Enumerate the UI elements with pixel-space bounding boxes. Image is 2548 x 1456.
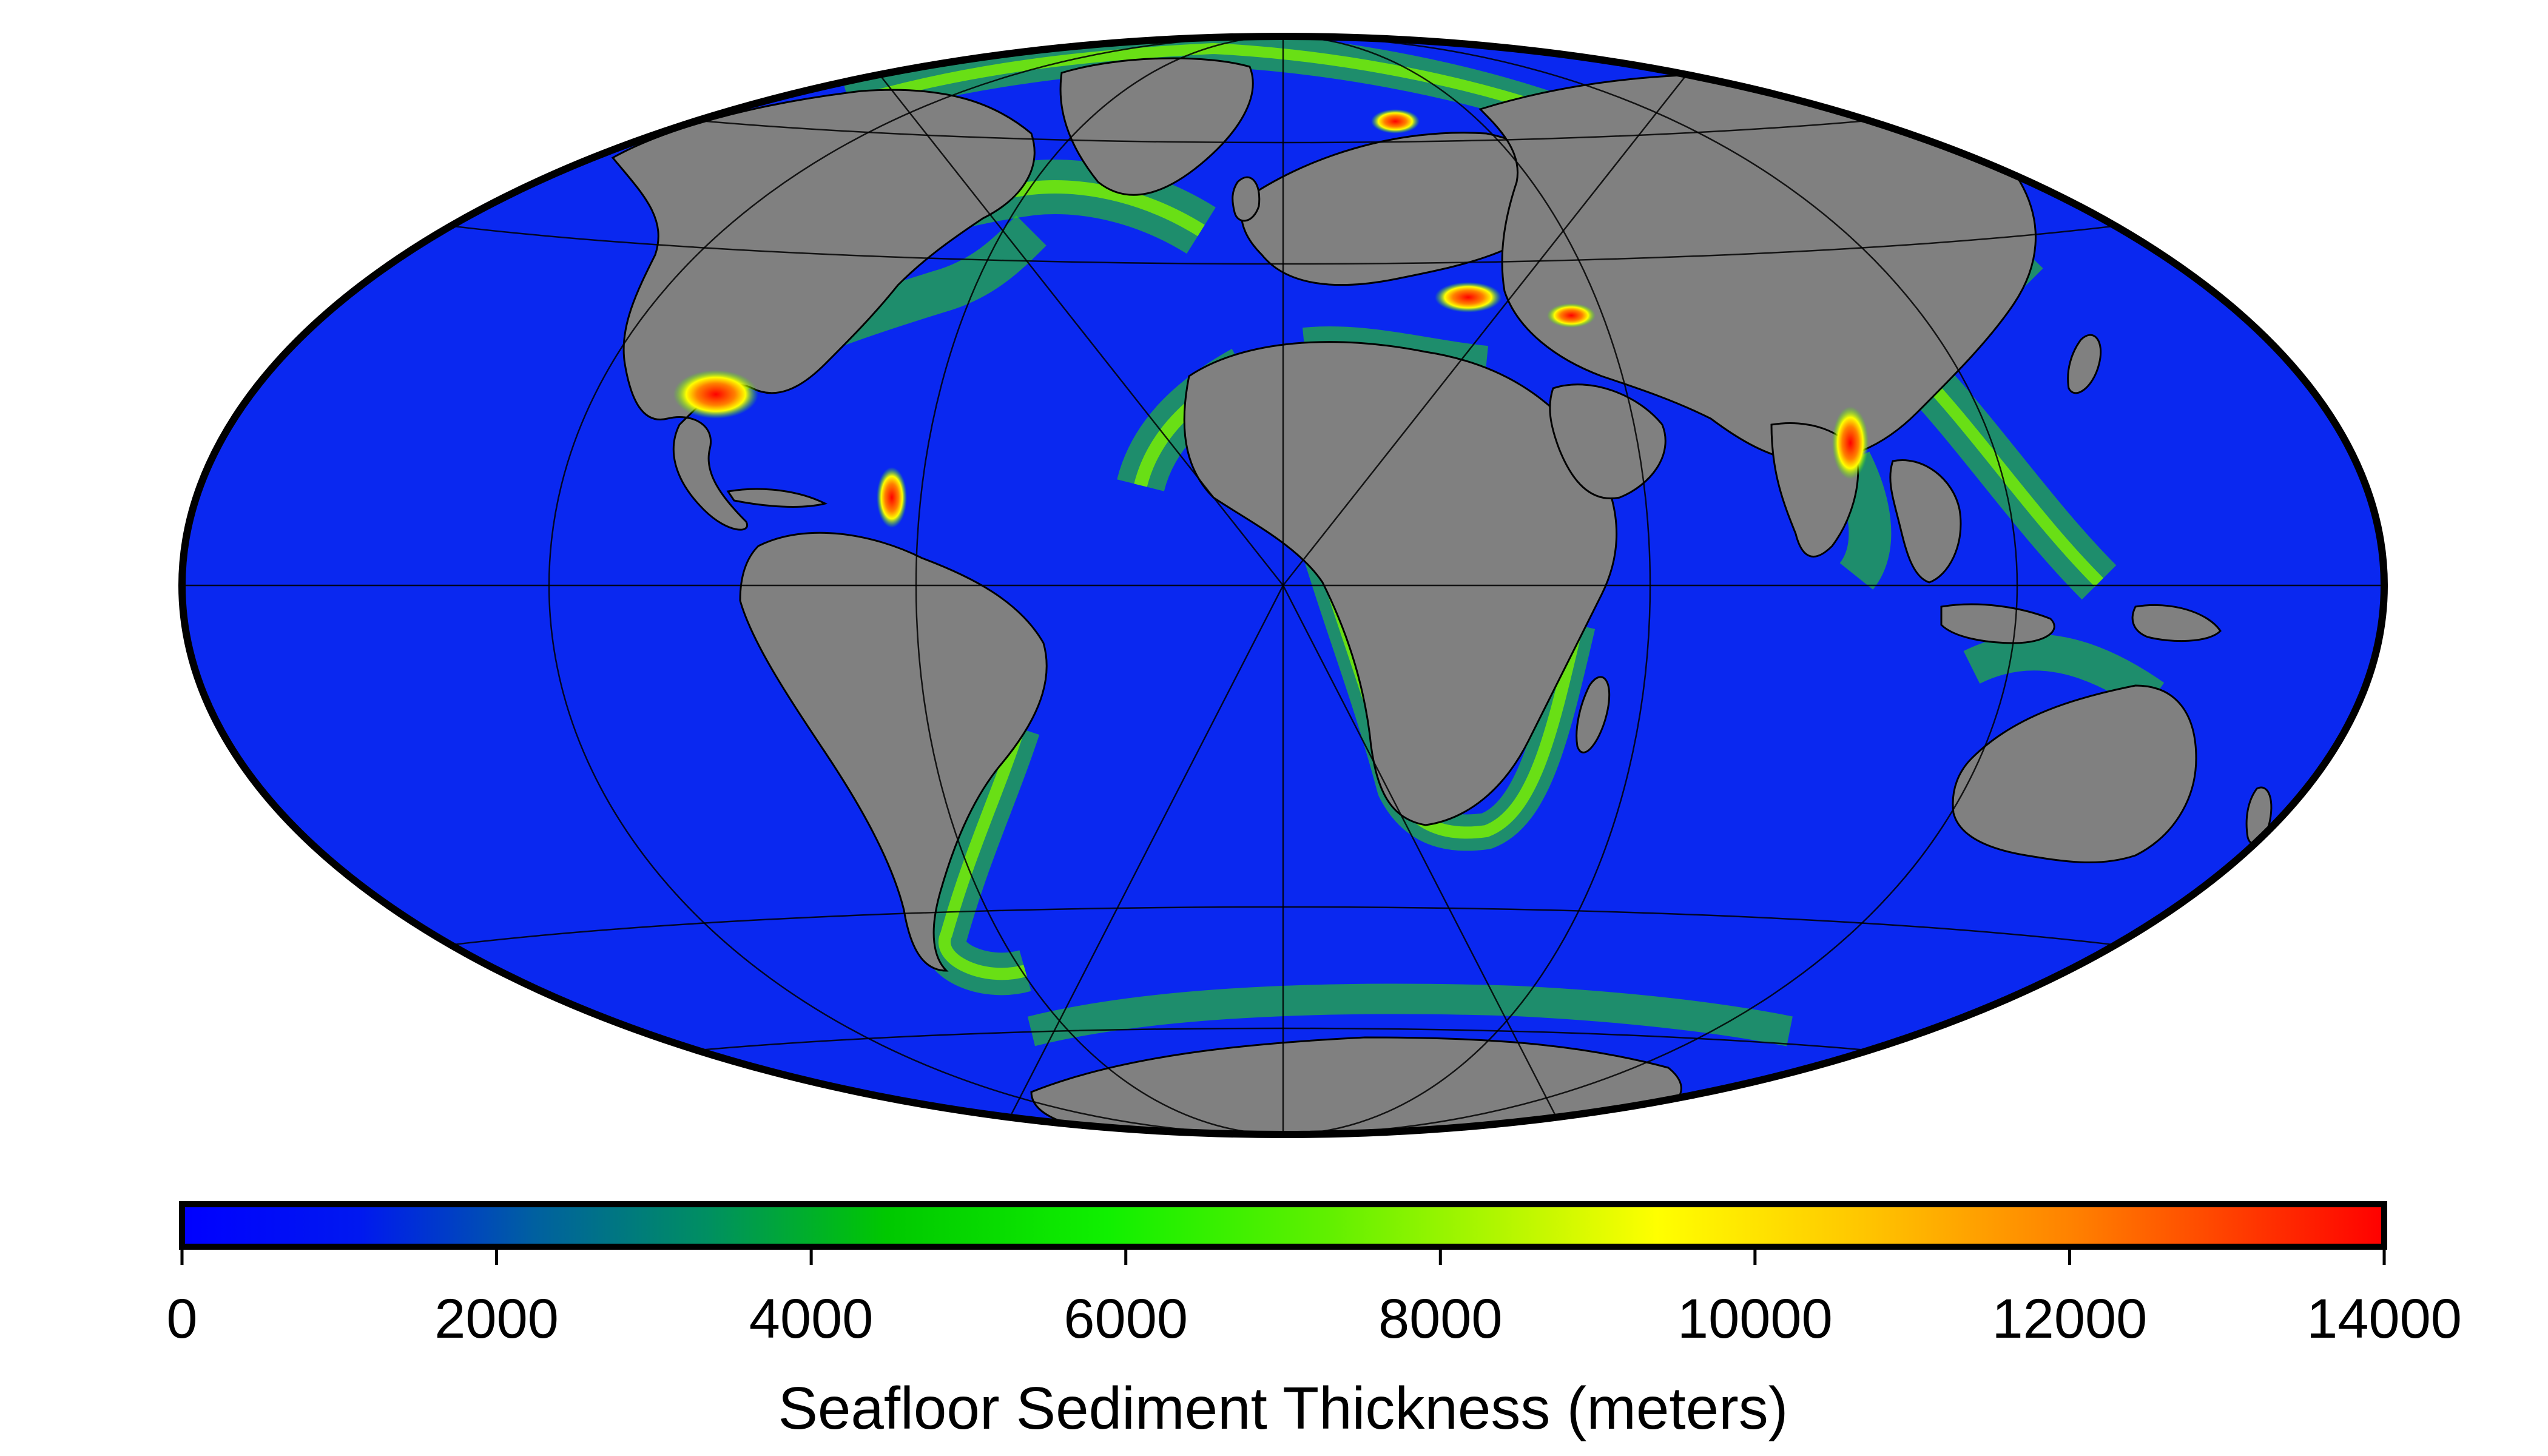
colorbar-tick-label: 12000 (1992, 1288, 2148, 1350)
colorbar-title: Seafloor Sediment Thickness (meters) (778, 1375, 1788, 1441)
colorbar-tick-label: 8000 (1378, 1288, 1503, 1350)
southeast-asia (1889, 459, 1962, 584)
arabia (1549, 383, 1667, 499)
colorbar-gradient (179, 1201, 2387, 1250)
indonesia (1940, 603, 2055, 644)
australia (1952, 684, 2197, 864)
colorbar-tick-label: 4000 (749, 1288, 874, 1350)
globe-border (178, 33, 2388, 1138)
colorbar-tick-label: 14000 (2307, 1288, 2462, 1350)
africa (1183, 341, 1618, 826)
colorbar-tick-label: 2000 (434, 1288, 559, 1350)
madagascar (1576, 676, 1611, 753)
japan (2067, 334, 2102, 394)
land (611, 57, 2273, 1134)
globe (182, 36, 2384, 1134)
british-isles (1232, 176, 1261, 222)
colorbar-ticks: 0 2000 4000 6000 8000 10000 12000 14000 (166, 1247, 2462, 1350)
cuba (726, 488, 828, 508)
colorbar-tick-label: 6000 (1063, 1288, 1188, 1350)
colorbar: 0 2000 4000 6000 8000 10000 12000 14000 Seafloo… (166, 1201, 2462, 1441)
colorbar-tick-label: 10000 (1677, 1288, 1833, 1350)
thick-sediment-hotspots (673, 109, 1869, 528)
south-america (739, 531, 1048, 972)
new-guinea (2131, 604, 2222, 642)
colorbar-tick-label: 0 (166, 1288, 197, 1350)
greenland (1059, 57, 1254, 196)
